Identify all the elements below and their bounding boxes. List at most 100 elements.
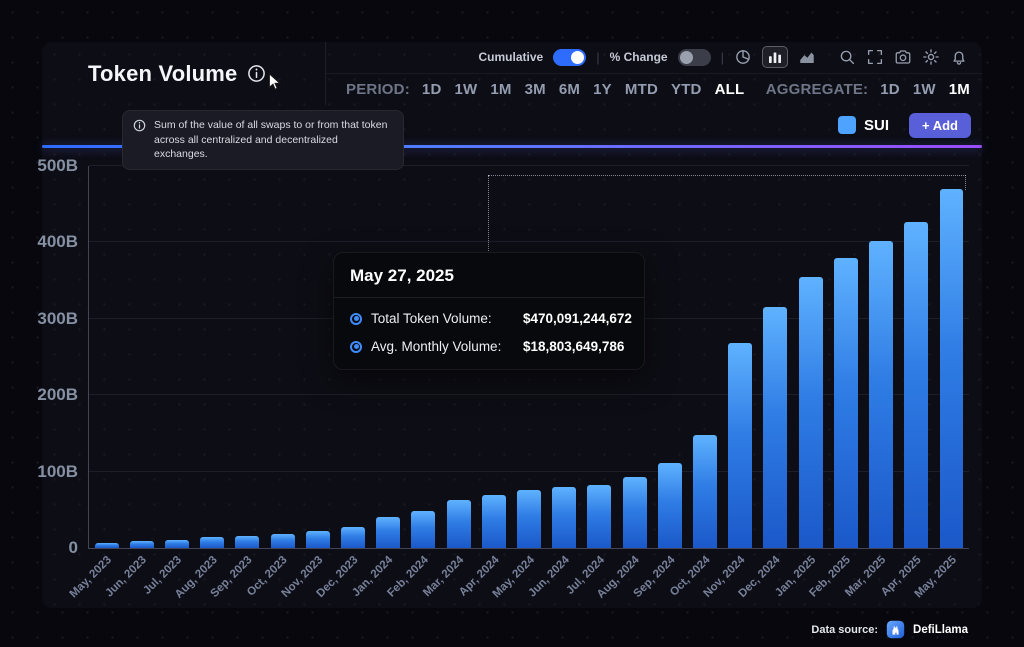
period-option-all[interactable]: ALL — [714, 80, 745, 98]
bar-feb-2025[interactable] — [833, 257, 858, 548]
mouse-cursor-icon — [268, 72, 282, 91]
bar-column — [828, 166, 863, 548]
bar-column — [723, 166, 758, 548]
notifications-icon[interactable] — [950, 48, 968, 66]
bar-mar-2025[interactable] — [869, 240, 894, 548]
tooltip-row-value: $470,091,244,672 — [523, 311, 632, 326]
bar-jul-2024[interactable] — [587, 484, 612, 548]
legend-item-sui[interactable]: SUI — [837, 116, 889, 134]
bar-jan-2025[interactable] — [798, 276, 823, 548]
bar-may-2024[interactable] — [517, 489, 541, 548]
pie-chart-icon[interactable] — [734, 48, 752, 66]
period-option-3m[interactable]: 3M — [524, 80, 546, 98]
bar-column — [687, 166, 722, 548]
bar-nov-2024[interactable] — [728, 343, 753, 548]
bar-mar-2024[interactable] — [446, 499, 471, 548]
tooltip-rows: Total Token Volume: $470,091,244,672 Avg. … — [334, 298, 644, 369]
bar-apr-2024[interactable] — [481, 494, 506, 548]
bar-dec-2024[interactable] — [763, 306, 788, 548]
aggregate-caption: AGGREGATE: — [765, 80, 869, 98]
tooltip-row-label: Total Token Volume: — [371, 311, 492, 326]
camera-icon[interactable] — [894, 48, 912, 66]
x-tick: May, 2025 — [913, 549, 968, 607]
bar-feb-2024[interactable] — [411, 510, 436, 548]
bar-column — [476, 166, 511, 548]
toolbar: Cumulative | % Change | — [326, 42, 982, 74]
bar-jun-2023[interactable] — [129, 541, 154, 548]
info-tooltip: Sum of the value of all swaps to or from… — [122, 110, 404, 171]
aggregate-option-1w[interactable]: 1W — [912, 80, 936, 98]
bar-apr-2025[interactable] — [904, 221, 929, 548]
page-title: Token Volume — [88, 60, 238, 86]
period-option-mtd[interactable]: MTD — [624, 80, 658, 98]
aggregate-options: 1D 1W 1M — [880, 81, 970, 98]
bar-oct-2023[interactable] — [270, 534, 295, 548]
fullscreen-icon[interactable] — [866, 48, 884, 66]
bar-dec-2023[interactable] — [341, 526, 365, 548]
period-option-1d[interactable]: 1D — [421, 80, 442, 98]
crosshair-vertical-right — [965, 175, 966, 190]
bar-sep-2023[interactable] — [235, 535, 260, 548]
series-bullet-icon — [350, 340, 362, 353]
gradient-divider — [42, 145, 982, 148]
bar-column — [124, 166, 159, 548]
bar-chart-icon[interactable] — [762, 46, 788, 69]
bar-may-2025[interactable] — [939, 188, 964, 548]
defillama-brand: DefiLlama — [913, 623, 968, 636]
aggregate-option-1d[interactable]: 1D — [880, 80, 900, 98]
crosshair-vertical-left — [488, 175, 489, 253]
settings-icon[interactable] — [922, 48, 940, 66]
tooltip-row-label: Avg. Monthly Volume: — [371, 339, 502, 354]
bar-column — [335, 166, 370, 548]
token-volume-panel: Token Volume Cumulative | % Change | — [37, 42, 982, 608]
search-icon[interactable] — [838, 48, 856, 66]
bar-aug-2024[interactable] — [622, 476, 647, 548]
gridline — [89, 470, 969, 472]
gridline — [89, 241, 969, 243]
bar-nov-2023[interactable] — [305, 531, 330, 548]
bar-jul-2023[interactable] — [165, 539, 189, 548]
panel-header: Token Volume Cumulative | % Change | — [42, 42, 982, 105]
bar-jan-2024[interactable] — [376, 517, 401, 548]
y-axis: 0 100B 200B 300B 400B 500B — [37, 157, 82, 557]
tooltip-row: Total Token Volume: $470,091,244,672 — [350, 311, 632, 326]
data-source-footer: Data source: DefiLlama — [811, 620, 968, 639]
tooltip-row: Avg. Monthly Volume: $18,803,649,786 — [350, 339, 628, 354]
period-option-ytd[interactable]: YTD — [670, 80, 702, 98]
info-icon[interactable] — [247, 64, 266, 83]
cumulative-toggle[interactable] — [553, 48, 587, 66]
bar-column — [652, 166, 687, 548]
bar-column — [300, 166, 335, 548]
bar-sep-2024[interactable] — [657, 463, 682, 548]
period-option-6m[interactable]: 6M — [558, 80, 581, 98]
add-token-button[interactable]: + Add — [909, 112, 971, 138]
bar-column — [758, 166, 793, 548]
y-tick-label: 200B — [37, 385, 78, 405]
cumulative-toggle-label: Cumulative — [478, 50, 544, 65]
bar-oct-2024[interactable] — [693, 434, 718, 548]
header-controls: Cumulative | % Change | — [325, 42, 982, 105]
bar-aug-2023[interactable] — [200, 537, 225, 548]
title-area: Token Volume — [42, 42, 325, 105]
y-tick-label: 100B — [37, 461, 78, 481]
bar-jun-2024[interactable] — [552, 486, 577, 548]
aggregate-option-1m[interactable]: 1M — [948, 80, 970, 98]
period-option-1m[interactable]: 1M — [490, 80, 512, 98]
bar-may-2023[interactable] — [94, 543, 119, 548]
bar-column — [793, 166, 828, 548]
bar-column — [582, 166, 617, 548]
period-option-1w[interactable]: 1W — [454, 80, 478, 98]
divider: | — [720, 49, 724, 65]
filters-row: PERIOD: 1D 1W 1M 3M 6M 1Y MTD YTD ALL AGGREGATE:… — [326, 74, 982, 105]
period-option-1y[interactable]: 1Y — [593, 80, 612, 98]
chart-tooltip: May 27, 2025 Total Token Volume: $470,091… — [333, 252, 645, 370]
bar-column — [406, 166, 441, 548]
tooltip-date: May 27, 2025 — [334, 253, 644, 298]
period-options: 1D 1W 1M 3M 6M 1Y MTD YTD ALL — [422, 81, 744, 98]
tooltip-row-value: $18,803,649,786 — [523, 339, 625, 354]
pct-change-toggle[interactable] — [677, 48, 711, 66]
bar-column — [89, 166, 124, 548]
gridline — [89, 394, 969, 396]
area-chart-icon[interactable] — [798, 48, 816, 66]
bar-column — [371, 166, 406, 548]
